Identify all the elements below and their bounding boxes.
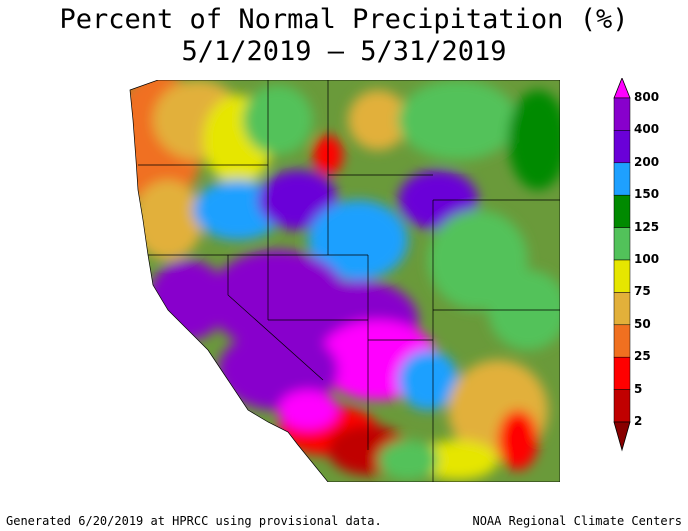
precipitation-map xyxy=(129,80,560,482)
legend-label: 50 xyxy=(634,316,651,331)
legend-label: 200 xyxy=(634,154,660,169)
legend-label: 25 xyxy=(634,349,651,364)
legend-label: 400 xyxy=(634,122,660,137)
title-line-2: 5/1/2019 – 5/31/2019 xyxy=(181,36,507,67)
legend-swatch xyxy=(613,324,631,358)
color-scale-legend: 800 400 200 150 125 100 75 50 25 5 2 xyxy=(612,78,682,458)
footer-generated-note: Generated 6/20/2019 at HPRCC using provi… xyxy=(6,514,382,528)
legend-swatch xyxy=(613,130,631,164)
legend-swatch xyxy=(613,292,631,326)
legend-swatch xyxy=(613,162,631,196)
legend-swatch xyxy=(613,227,631,261)
title-line-1: Percent of Normal Precipitation (%) xyxy=(59,4,629,35)
footer-credit: NOAA Regional Climate Centers xyxy=(472,514,682,528)
map-title: Percent of Normal Precipitation (%) 5/1/… xyxy=(0,4,688,68)
color-scale-bar xyxy=(613,78,631,452)
boundaries xyxy=(129,80,560,482)
legend-label: 150 xyxy=(634,187,660,202)
legend-label: 800 xyxy=(634,90,660,104)
legend-swatch xyxy=(613,97,631,131)
precip-fill xyxy=(130,80,560,482)
legend-label: 75 xyxy=(634,284,651,299)
legend-swatch xyxy=(613,389,631,423)
legend-swatch xyxy=(613,356,631,390)
legend-label: 100 xyxy=(634,252,660,266)
legend-label: 5 xyxy=(634,381,643,396)
legend-label: 2 xyxy=(634,414,643,428)
legend-swatch xyxy=(613,194,631,228)
legend-label: 125 xyxy=(634,219,660,234)
legend-swatch xyxy=(613,259,631,293)
